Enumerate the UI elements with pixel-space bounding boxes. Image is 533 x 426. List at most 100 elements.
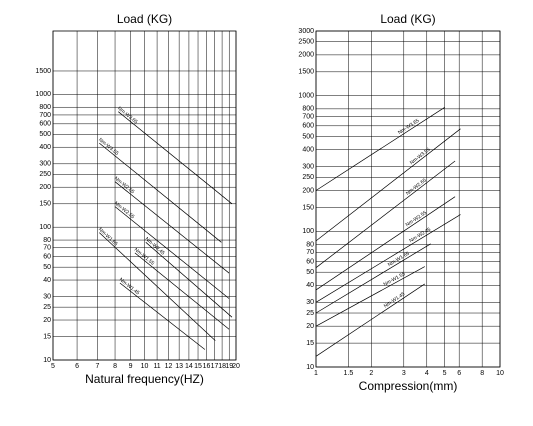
x-tick-label: 20 — [232, 363, 240, 370]
series-name: Nm-W1.65 — [97, 227, 119, 248]
y-tick-label: 2500 — [298, 39, 314, 46]
y-tick-label: 2000 — [298, 52, 314, 59]
series-name: Nm-W3.65 — [116, 106, 139, 126]
series-line — [119, 282, 206, 350]
x-axis-title: Natural frequency(HZ) — [85, 372, 204, 386]
x-tick-label: 10 — [141, 363, 149, 370]
series-line — [99, 142, 222, 243]
y-tick-label: 50 — [306, 269, 314, 276]
series-line — [315, 128, 461, 242]
y-tick-label: 250 — [39, 171, 51, 178]
y-tick-label: 1000 — [298, 93, 314, 100]
y-tick-label: 1500 — [298, 69, 314, 76]
series-line — [315, 266, 425, 327]
y-tick-label: 50 — [43, 264, 51, 271]
series-line — [118, 111, 233, 205]
series-line — [315, 243, 431, 314]
series-name: Nm-W2.55 — [405, 210, 428, 228]
series-name: Nm-W2.65 — [113, 176, 136, 196]
x-tick-label: 14 — [185, 363, 193, 370]
series-line — [315, 214, 461, 303]
series-line — [315, 196, 456, 291]
y-tick-label: 100 — [302, 228, 314, 235]
y-tick-label: 80 — [306, 241, 314, 248]
y-tick-label: 30 — [306, 299, 314, 306]
x-tick-label: 18 — [218, 363, 226, 370]
x-tick-label: 9 — [129, 363, 133, 370]
y-tick-label: 500 — [302, 133, 314, 140]
y-tick-label: 1500 — [35, 68, 51, 75]
y-tick-label: 30 — [43, 293, 51, 300]
y-tick-label: 100 — [39, 224, 51, 231]
x-tick-label: 10 — [496, 370, 504, 377]
x-tick-label: 15 — [194, 363, 202, 370]
x-tick-label: 11 — [153, 363, 160, 370]
series-name: Nm-W3.65 — [397, 118, 421, 136]
y-tick-label: 70 — [306, 249, 314, 256]
y-tick-label: 15 — [306, 340, 314, 347]
series-line — [114, 181, 230, 274]
x-tick-label: 16 — [203, 363, 211, 370]
series-name: Nm-W2.55 — [113, 200, 136, 220]
chart-title: Load (KG) — [117, 12, 172, 26]
y-tick-label: 250 — [302, 174, 314, 181]
y-tick-label: 200 — [39, 184, 51, 191]
y-tick-label: 70 — [43, 245, 51, 252]
y-tick-label: 20 — [43, 317, 51, 324]
x-axis-title: Compression(mm) — [359, 379, 458, 393]
y-tick-label: 20 — [306, 323, 314, 330]
series-name: Nm-W2.45 — [144, 236, 166, 256]
x-tick-label: 7 — [95, 363, 99, 370]
y-tick-label: 40 — [43, 277, 51, 284]
y-tick-label: 10 — [43, 357, 51, 364]
y-tick-label: 15 — [43, 333, 51, 340]
y-tick-label: 1000 — [35, 91, 51, 98]
x-tick-label: 5 — [51, 363, 55, 370]
y-tick-label: 600 — [302, 123, 314, 130]
x-tick-label: 3 — [402, 370, 406, 377]
x-tick-label: 13 — [175, 363, 183, 370]
x-tick-label: 4 — [425, 370, 429, 377]
y-tick-label: 300 — [302, 163, 314, 170]
x-tick-label: 12 — [165, 363, 173, 370]
series-name: Nm-W1.45 — [383, 291, 406, 309]
y-tick-label: 600 — [39, 121, 51, 128]
x-tick-label: 6 — [457, 370, 461, 377]
series-name: Nm-W3.55 — [97, 137, 119, 157]
y-tick-label: 150 — [39, 201, 51, 208]
y-tick-label: 80 — [43, 237, 51, 244]
x-tick-label: 8 — [480, 370, 484, 377]
x-tick-label: 1 — [314, 370, 318, 377]
series-line — [145, 242, 233, 318]
x-tick-label: 8 — [113, 363, 117, 370]
y-tick-label: 800 — [39, 104, 51, 111]
series-name: Nm-W2.45 — [408, 227, 432, 245]
y-tick-label: 700 — [302, 114, 314, 121]
series-name: Nm-W2.65 — [405, 177, 428, 196]
series-line — [315, 160, 456, 268]
y-tick-label: 60 — [43, 253, 51, 260]
y-tick-label: 25 — [306, 310, 314, 317]
series-line — [315, 283, 425, 357]
series-line — [315, 107, 445, 191]
y-tick-label: 60 — [306, 258, 314, 265]
x-tick-label: 2 — [369, 370, 373, 377]
y-tick-label: 800 — [302, 106, 314, 113]
x-tick-label: 19 — [225, 363, 233, 370]
y-tick-label: 150 — [302, 204, 314, 211]
x-tick-label: 17 — [211, 363, 219, 370]
series-line — [99, 232, 216, 341]
y-tick-label: 10 — [306, 364, 314, 371]
y-tick-label: 25 — [43, 304, 51, 311]
x-tick-label: 5 — [443, 370, 447, 377]
y-tick-label: 400 — [302, 147, 314, 154]
y-tick-label: 3000 — [298, 28, 314, 35]
x-tick-label: 1.5 — [344, 370, 354, 377]
series-name: Nm-W1.65 — [387, 251, 411, 269]
chart-title: Load (KG) — [380, 12, 435, 26]
y-tick-label: 500 — [39, 131, 51, 138]
series-line — [134, 252, 230, 330]
plot-frame — [315, 30, 501, 368]
y-tick-label: 700 — [39, 112, 51, 119]
